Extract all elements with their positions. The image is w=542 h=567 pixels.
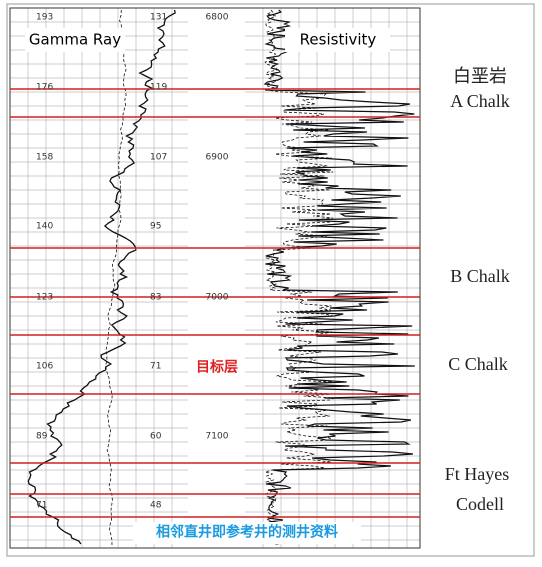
zone-label: Ft Hayes: [445, 464, 510, 484]
zone-label: C Chalk: [448, 354, 508, 374]
scale-label: 106: [36, 362, 53, 372]
zone-label: A Chalk: [450, 91, 510, 111]
scale-label: 89: [36, 432, 48, 442]
log-border: [9, 7, 421, 549]
label-bg: [285, 28, 390, 52]
scale-label: 95: [150, 222, 161, 232]
depth-label: 6800: [206, 13, 229, 23]
zone-label: 白垩岩: [453, 66, 507, 86]
log-curves: [27, 9, 415, 546]
caption-bg: [133, 522, 361, 544]
depth-label: 7100: [206, 432, 229, 442]
scale-label: 193: [36, 13, 53, 23]
scale-label: 131: [150, 13, 167, 23]
depth-label: 6900: [206, 153, 229, 163]
zone-boundaries: [10, 88, 420, 518]
target-label: 目标层: [196, 359, 238, 375]
scale-label: 119: [150, 83, 167, 93]
scale-label: 83: [150, 293, 161, 303]
scale-label: 107: [150, 153, 167, 163]
zone-label: B Chalk: [450, 266, 510, 286]
curve: [105, 9, 127, 546]
scale-label: 60: [150, 432, 162, 442]
curve: [27, 9, 176, 545]
curve-label: Resistivity: [300, 31, 377, 49]
depth-track: [188, 8, 245, 548]
depth-label: 7000: [206, 293, 229, 303]
zone-label: Codell: [456, 494, 504, 514]
label-bg: [190, 358, 244, 378]
frame: [6, 3, 535, 557]
label-bg: [25, 28, 125, 52]
scale-labels: 193 176 158 140 123 106 89 71 131 119 107 95 83 71 60 4…: [36, 13, 229, 511]
caption: 相邻直井即参考井的测井资料: [156, 524, 338, 540]
curve-label: Gamma Ray: [29, 31, 121, 49]
scale-label: 48: [150, 501, 162, 511]
scale-label: 123: [36, 293, 53, 303]
scale-label: 158: [36, 153, 53, 163]
scale-label: 71: [150, 362, 161, 372]
scale-label: 71: [36, 501, 47, 511]
scale-label: 140: [36, 222, 53, 232]
scale-label: 176: [36, 83, 53, 93]
curve: [263, 9, 415, 545]
curve: [263, 9, 336, 545]
